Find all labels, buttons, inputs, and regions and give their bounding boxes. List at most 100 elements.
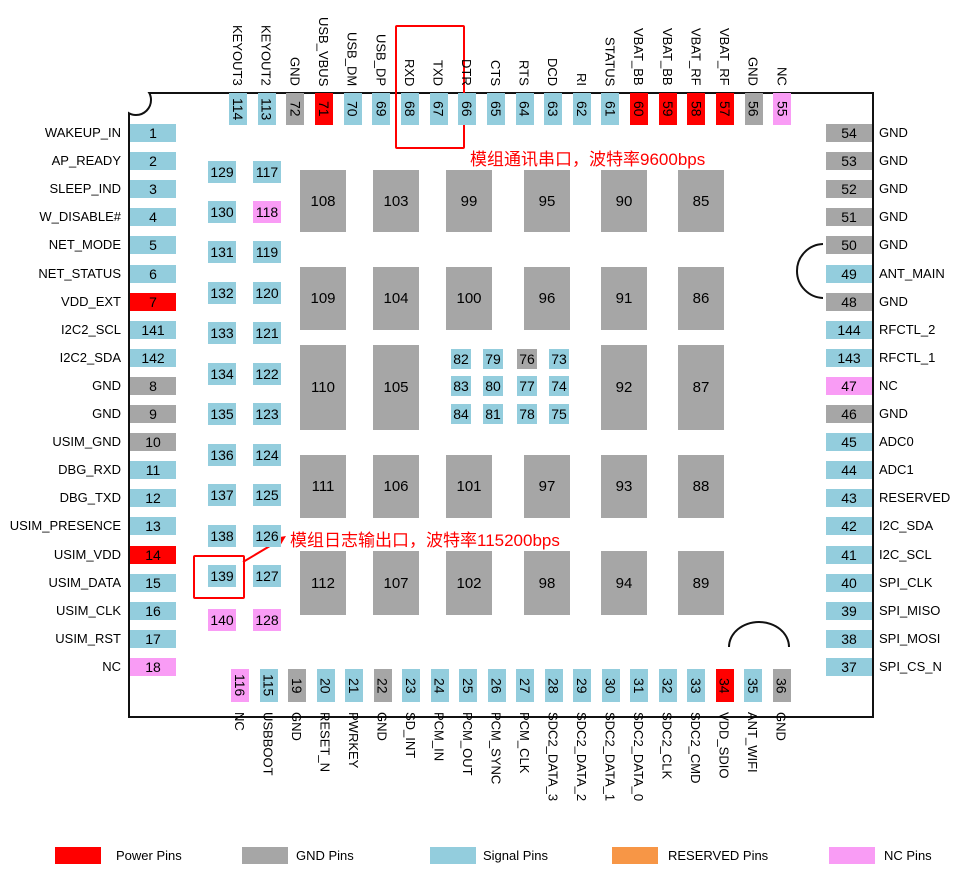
pin-number: 73 xyxy=(551,351,567,367)
gnd-pad-97: 97 xyxy=(524,455,570,518)
center-pin-75: 75 xyxy=(549,404,569,424)
pin-number: 22 xyxy=(374,677,391,694)
left-pin-label: WAKEUP_IN xyxy=(44,125,121,140)
bottom-pin-26: 26 xyxy=(487,669,506,702)
left-pin-label: NC xyxy=(102,658,121,674)
pin-number: 3 xyxy=(149,181,157,198)
pin-number: 10 xyxy=(145,434,161,451)
right-pin-label: ANT_MAIN xyxy=(879,265,945,281)
top-pin-114: 114 xyxy=(229,93,247,125)
left-pin-16: 16 xyxy=(130,601,176,620)
left-pin-142: 142 xyxy=(130,348,176,367)
bottom-pin-23: 23 xyxy=(402,669,420,702)
pin-number: 54 xyxy=(841,125,857,141)
right-pin-label: GND xyxy=(879,293,908,309)
bottom-pin-label: PCM_CLK xyxy=(517,712,532,774)
pin-number: 42 xyxy=(841,518,857,535)
pin-number: 23 xyxy=(403,677,419,694)
pin-number: 17 xyxy=(145,630,161,647)
pin-number: 126 xyxy=(255,528,279,544)
center-pin-80: 80 xyxy=(483,376,503,396)
left-pin-1: 1 xyxy=(130,124,176,142)
pin-number: 33 xyxy=(688,677,704,694)
top-pin-59: 59 xyxy=(658,93,677,125)
top-pin-58: 58 xyxy=(687,93,706,125)
pad-number: 106 xyxy=(383,478,409,495)
left-pin-label: GND xyxy=(92,377,121,393)
bottom-pin-36: 36 xyxy=(772,669,791,702)
bottom-pin-31: 31 xyxy=(630,669,648,702)
pin-number: 45 xyxy=(841,434,857,451)
right-pin-label: SPI_CS_N xyxy=(879,658,942,674)
bottom-pin-116: 116 xyxy=(231,669,249,702)
pin-number: 43 xyxy=(841,490,857,507)
pin-number: 24 xyxy=(431,677,448,694)
pin-number: 129 xyxy=(210,164,234,180)
bottom-pin-115: 115 xyxy=(259,669,278,702)
gnd-pad-93: 93 xyxy=(601,455,647,518)
gnd-pad-86: 86 xyxy=(678,267,724,330)
pin-number: 46 xyxy=(841,406,857,422)
bottom-pin-label: VDD_SDIO xyxy=(716,712,732,779)
pin-number: 13 xyxy=(145,518,161,535)
pin-number: 30 xyxy=(602,677,619,694)
right-pin-143: 143 xyxy=(826,348,872,367)
top-pin-label: RXD xyxy=(401,58,417,86)
pin-number: 6 xyxy=(149,265,157,282)
pin-number: 48 xyxy=(841,293,857,310)
pin-number: 116 xyxy=(232,674,248,697)
pin-number: 124 xyxy=(255,447,279,463)
pin-number: 82 xyxy=(453,351,469,367)
left-pin-15: 15 xyxy=(130,573,176,592)
top-pin-71: 71 xyxy=(314,93,333,125)
top-pin-label: VBAT_RF xyxy=(717,28,733,86)
pin-number: 56 xyxy=(745,101,762,117)
left-pin-label: USIM_CLK xyxy=(55,602,121,618)
left-pin-label: NET_STATUS xyxy=(38,265,121,281)
legend-label: RESERVED Pins xyxy=(668,848,769,863)
pad-number: 89 xyxy=(692,574,710,592)
right-pin-label: SPI_MISO xyxy=(879,602,941,618)
gnd-pad-109: 109 xyxy=(300,267,346,330)
pin-number: 75 xyxy=(551,406,567,422)
gnd-pad-103: 103 xyxy=(373,170,419,232)
left-pin-8: 8 xyxy=(130,376,176,395)
left-pin-12: 12 xyxy=(130,489,176,508)
pin-number: 19 xyxy=(289,677,305,694)
pin-number: 61 xyxy=(602,101,619,117)
pin-number: 21 xyxy=(346,677,362,694)
legend-label: NC Pins xyxy=(884,848,932,863)
right-pin-50: 50 xyxy=(826,236,872,255)
bottom-pin-20: 20 xyxy=(316,669,335,702)
pin-number: 7 xyxy=(149,293,157,310)
bottom-pin-label: SD_INT xyxy=(403,712,418,759)
pin-number: 63 xyxy=(545,101,562,117)
pad-number: 109 xyxy=(310,290,336,307)
top-pin-69: 69 xyxy=(372,93,391,125)
inner-pin-126: 126 xyxy=(253,525,281,547)
inner-pin-131: 131 xyxy=(208,241,236,263)
left-pin-11: 11 xyxy=(130,461,176,480)
inner-pin-129: 129 xyxy=(208,161,236,183)
pin-number: 58 xyxy=(688,101,705,117)
inner-pin-121: 121 xyxy=(253,322,281,344)
legend-label: Signal Pins xyxy=(483,848,549,863)
right-pin-label: SPI_MOSI xyxy=(879,630,941,646)
debug-highlight-box xyxy=(193,555,245,599)
pad-number: 105 xyxy=(383,379,409,396)
gnd-pad-90: 90 xyxy=(601,170,647,232)
gnd-pad-85: 85 xyxy=(678,170,724,232)
top-pin-60: 60 xyxy=(630,93,649,125)
pad-number: 108 xyxy=(310,192,336,210)
pad-number: 86 xyxy=(692,290,710,307)
top-pin-label: VBAT_RF xyxy=(688,28,704,86)
left-pin-label: USIM_PRESENCE xyxy=(9,518,121,534)
pin-number: 20 xyxy=(317,677,334,694)
inner-pin-137: 137 xyxy=(208,484,236,506)
bottom-pin-label: SDC2_DATA_1 xyxy=(602,712,618,802)
pin-number: 138 xyxy=(210,528,234,544)
left-pin-label: I2C2_SDA xyxy=(59,349,121,365)
pin-number: 122 xyxy=(255,366,279,382)
right-pin-label: RESERVED xyxy=(879,490,951,506)
bottom-pin-27: 27 xyxy=(516,669,534,702)
